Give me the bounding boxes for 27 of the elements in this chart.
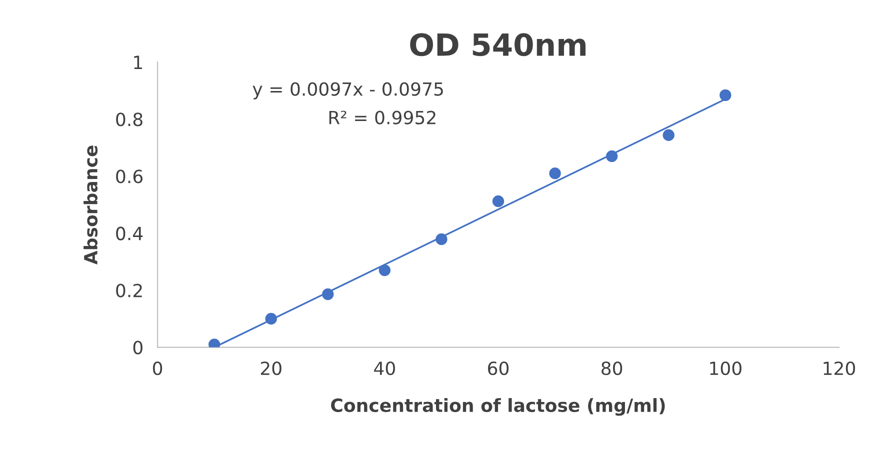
- x-tick-label: 60: [488, 362, 509, 376]
- x-axis-title: Concentration of lactose (mg/ml): [331, 398, 665, 416]
- point: [378, 264, 391, 276]
- point: [492, 195, 504, 208]
- point: [436, 233, 448, 246]
- annotation: y = 0.0097x - 0.0975: [252, 82, 443, 100]
- chart-title: OD 540nm: [410, 33, 586, 56]
- point: [606, 150, 618, 162]
- annotation: R² = 0.9952: [329, 110, 436, 124]
- point: [662, 129, 674, 141]
- point: [322, 288, 334, 300]
- x-tick-label: 20: [260, 362, 282, 376]
- y-tick-label: 1: [134, 56, 142, 69]
- y-axis-title: Absorbance: [84, 146, 98, 265]
- x-tick-label: 0: [152, 362, 162, 376]
- point: [265, 312, 277, 325]
- y-tick-label: 0.4: [116, 226, 143, 240]
- y-tick-label: 0.6: [116, 170, 143, 184]
- point: [720, 89, 732, 102]
- point: [549, 167, 561, 180]
- y-tick-label: 0: [133, 340, 142, 354]
- x-tick-label: 80: [602, 362, 622, 376]
- x-tick-label: 40: [374, 362, 395, 376]
- y-tick-label: 0.8: [116, 112, 142, 126]
- y-tick-label: 0.2: [116, 284, 142, 298]
- x-tick-label: 120: [824, 362, 856, 376]
- x-tick-label: 100: [710, 362, 742, 376]
